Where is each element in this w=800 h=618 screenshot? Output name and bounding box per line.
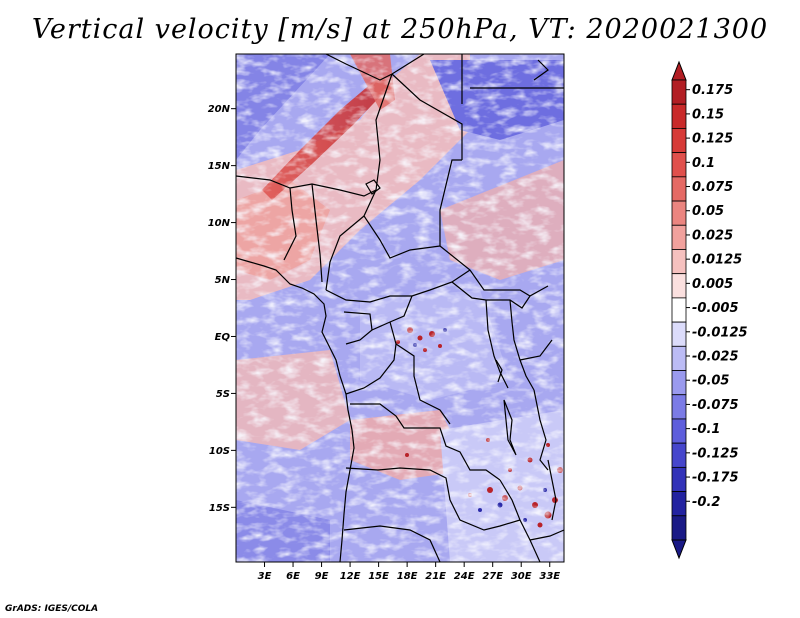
colorbar-swatch [671,442,687,468]
longitude-axis: 3E 6E 9E 12E 15E 18E 21E 24E 27E 30E 33E [258,562,560,582]
lat-tick-label: 5S [216,389,230,400]
lon-tick-label: 27E [482,571,503,582]
lat-tick-label: 15N [208,161,231,172]
colorbar-top-arrow [671,60,687,81]
colorbar-swatch [671,370,687,396]
lat-tick-label: 10S [209,446,230,457]
lat-tick-label: EQ [215,332,231,343]
colorbar-label: -0.0125 [692,325,748,340]
lon-tick-label: 9E [315,571,329,582]
colorbar-swatch [671,273,687,299]
grads-credit: GrADS: IGES/COLA [5,604,99,614]
lon-tick-label: 30E [511,571,532,582]
latitude-axis: 20N 15N 10N 5N EQ 5S 10S 15S [208,104,236,514]
colorbar-swatch [671,152,687,178]
colorbar-label: 0.025 [692,228,733,243]
colorbar-swatch [671,103,687,129]
map-frame [235,53,565,563]
colorbar-label: -0.005 [692,301,739,316]
colorbar-bottom-arrow [671,539,687,560]
colorbar-label: 0.05 [692,204,724,219]
colorbar-swatch [671,466,687,492]
colorbar-swatch [671,345,687,371]
colorbar-label: -0.125 [692,446,739,461]
colorbar-label: 0.125 [692,132,733,147]
lon-tick-label: 33E [539,571,560,582]
lat-tick-label: 5N [215,275,231,286]
colorbar: 0.175 0.15 0.125 0.1 0.075 0.05 0.025 0.0125 0.0… [671,60,748,560]
colorbar-label: 0.0125 [692,253,742,268]
lon-tick-label: 12E [340,571,361,582]
lat-tick-label: 10N [208,218,231,229]
colorbar-swatch [671,200,687,226]
colorbar-label: 0.15 [692,107,724,122]
colorbar-swatch [671,491,687,517]
colorbar-swatch [671,297,687,323]
lon-tick-label: 18E [397,571,418,582]
country-borders [236,54,564,562]
map-title: Vertical velocity [m/s] at 250hPa, VT: 2… [31,14,769,45]
lon-tick-label: 21E [425,571,446,582]
velocity-field [236,54,564,562]
colorbar-swatch [671,224,687,250]
colorbar-swatch [671,321,687,347]
lat-tick-label: 20N [208,104,231,115]
colorbar-label: -0.075 [692,398,739,413]
colorbar-label: -0.175 [692,471,739,486]
lat-tick-label: 15S [209,503,230,514]
lon-tick-label: 24E [454,571,475,582]
colorbar-label: 0.005 [692,277,733,292]
lon-tick-label: 3E [258,571,272,582]
colorbar-swatch [671,418,687,444]
colorbar-swatch [671,249,687,275]
colorbar-label: 0.175 [692,83,733,98]
colorbar-swatch [671,176,687,202]
colorbar-swatch [671,515,687,541]
colorbar-label: 0.1 [692,156,715,171]
lon-tick-label: 6E [286,571,300,582]
colorbar-swatch [671,128,687,154]
colorbar-swatch [671,394,687,420]
colorbar-label: 0.075 [692,180,733,195]
colorbar-label: -0.05 [692,374,729,389]
lon-tick-label: 15E [368,571,389,582]
colorbar-label: -0.2 [692,495,720,510]
colorbar-swatch [671,79,687,105]
colorbar-label: -0.025 [692,350,739,365]
colorbar-label: -0.1 [692,422,720,437]
